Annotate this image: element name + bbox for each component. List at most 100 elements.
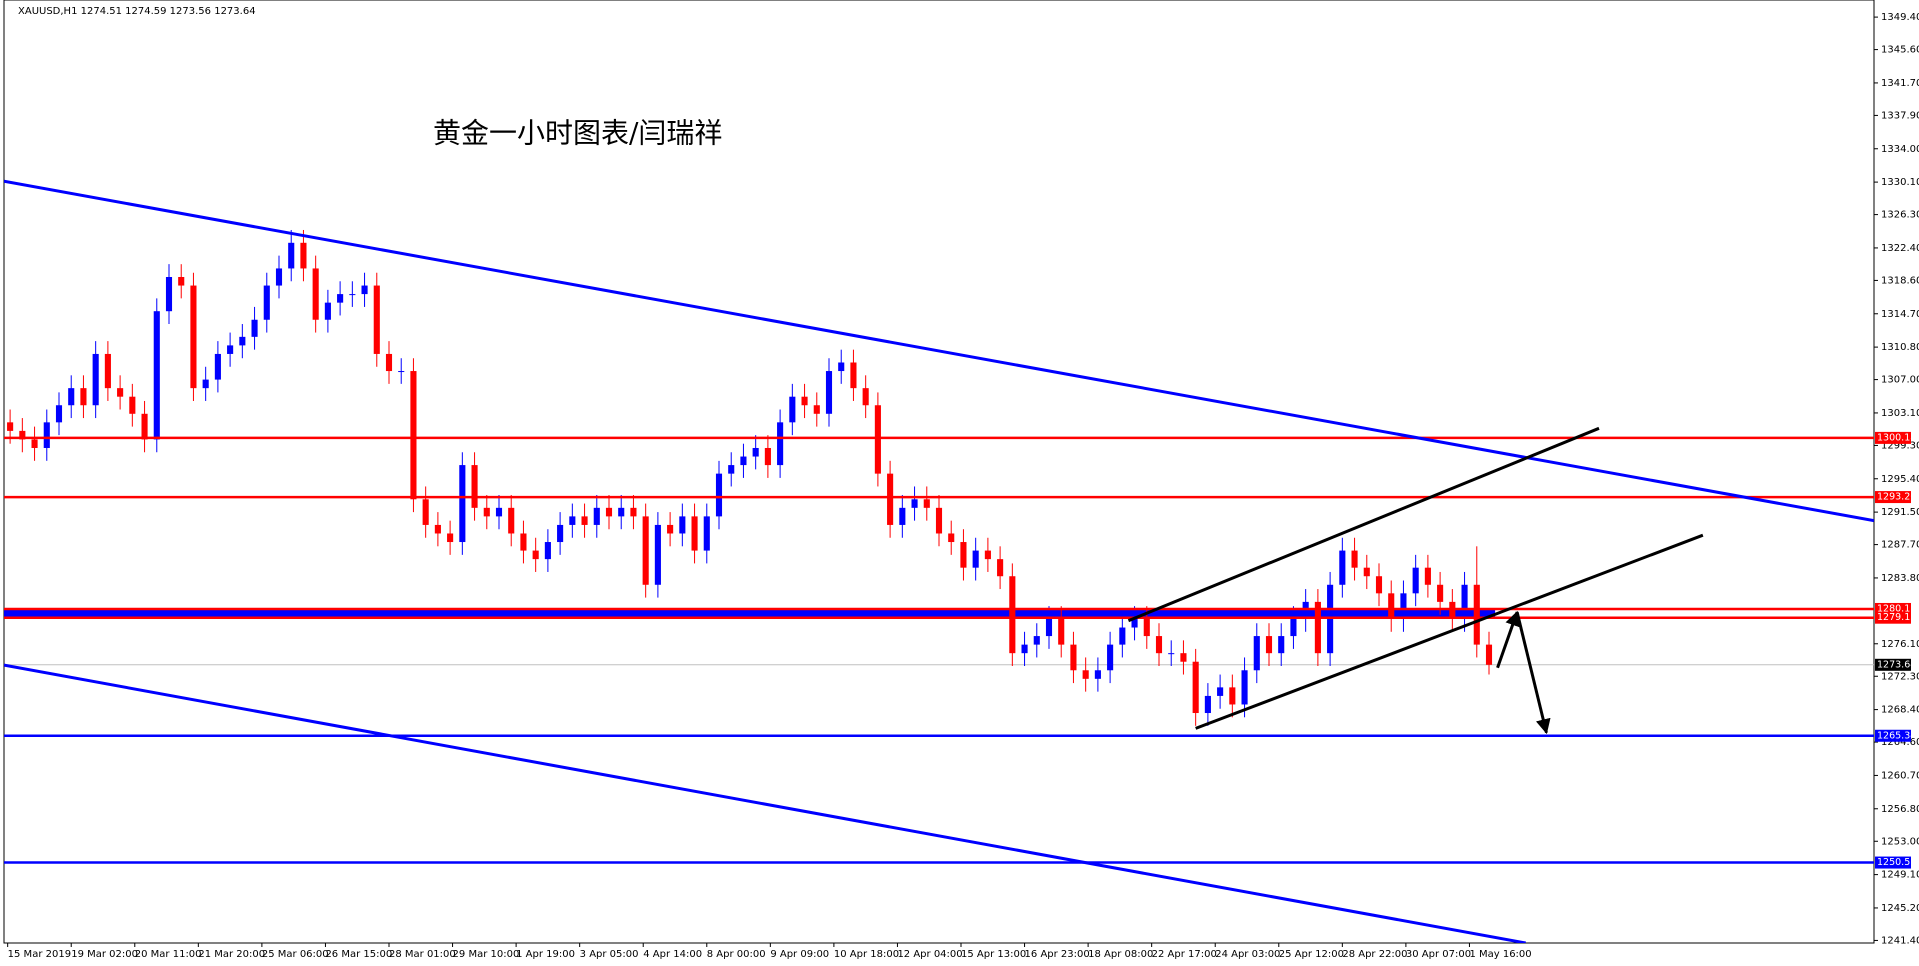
bid-label-bg	[1875, 658, 1911, 671]
candle-body	[923, 499, 930, 508]
candle-body	[1082, 670, 1089, 679]
y-tick-label: 1314.70	[1881, 309, 1919, 320]
candle-body	[1009, 576, 1016, 654]
candle-body	[92, 353, 99, 406]
candle-body	[801, 396, 808, 406]
candle-body	[300, 242, 307, 269]
candle-body	[1241, 670, 1248, 705]
trendline	[1127, 426, 1600, 623]
candle-body	[1217, 687, 1224, 696]
candle-body	[752, 447, 759, 457]
y-tick-label: 1241.40	[1881, 935, 1919, 946]
candle-body	[1473, 584, 1480, 645]
x-tick-label: 20 Mar 11:00	[135, 949, 202, 960]
candle-body	[1437, 584, 1444, 602]
symbol-info: XAUUSD,H1 1274.51 1274.59 1273.56 1273.6…	[18, 6, 256, 17]
candle-body	[532, 550, 539, 560]
candle-body	[1058, 618, 1065, 645]
candle-body	[1107, 644, 1114, 671]
candle-body	[911, 499, 918, 508]
candle-body	[777, 422, 784, 466]
y-tick-label: 1283.80	[1881, 573, 1919, 584]
candle-body	[104, 353, 111, 389]
y-tick-label: 1287.70	[1881, 540, 1919, 551]
candle-body	[117, 388, 124, 397]
candle-body	[1265, 636, 1273, 654]
zone	[4, 608, 1496, 618]
x-tick-label: 19 Mar 02:00	[71, 949, 138, 960]
candle-body	[43, 422, 50, 448]
candle-body	[361, 285, 368, 295]
candle-body	[1229, 687, 1236, 705]
y-tick-label: 1341.70	[1881, 78, 1919, 89]
candle-body	[312, 268, 319, 320]
candle-body	[887, 473, 894, 525]
candle-body	[398, 371, 405, 373]
candle-body	[1339, 550, 1346, 585]
candle-body	[1363, 567, 1370, 577]
candle-body	[1070, 644, 1077, 671]
candle-body	[520, 533, 527, 551]
candle-body	[165, 277, 173, 312]
trendline	[4, 663, 1526, 943]
candle-body	[410, 371, 417, 500]
candle-body	[1424, 567, 1431, 585]
y-tick-label: 1326.30	[1881, 210, 1919, 221]
candle-body	[1033, 636, 1040, 645]
y-tick-label: 1295.40	[1881, 474, 1919, 485]
y-tick-label: 1253.00	[1881, 836, 1919, 847]
candle-body	[7, 422, 14, 431]
candle-body	[1253, 636, 1260, 671]
x-tick-label: 25 Apr 12:00	[1279, 949, 1344, 960]
y-tick-label: 1322.40	[1881, 243, 1919, 254]
candle-body	[569, 516, 576, 525]
candle-body	[1155, 636, 1163, 654]
candle-body	[679, 516, 686, 534]
candle-body	[667, 524, 674, 534]
candle-body	[813, 405, 820, 414]
candle-body	[581, 516, 588, 525]
level-label: 1265.34	[1877, 730, 1916, 741]
candle-body	[1314, 601, 1321, 654]
candle-body	[764, 447, 771, 466]
candle-body	[19, 430, 26, 440]
candle-body	[202, 379, 209, 389]
candle-body	[1351, 550, 1358, 568]
chart-title: 黄金一小时图表/闫瑞祥	[433, 117, 722, 150]
level-label: 1280.17	[1877, 603, 1916, 614]
x-tick-label: 26 Mar 15:00	[325, 949, 392, 960]
candle-body	[1168, 653, 1175, 655]
candle-body	[789, 396, 796, 423]
candle-body	[1449, 601, 1456, 619]
x-tick-label: 28 Apr 22:00	[1342, 949, 1407, 960]
candle-body	[275, 268, 283, 286]
bid-label: 1273.64	[1877, 659, 1916, 670]
candle-body	[422, 499, 429, 525]
candle-body	[1412, 567, 1419, 594]
candle-body	[495, 507, 503, 517]
candle-body	[214, 353, 221, 380]
candle-body	[1143, 618, 1150, 637]
candle-body	[715, 473, 723, 517]
y-tick-label: 1268.40	[1881, 705, 1919, 716]
candle-body	[984, 550, 991, 560]
y-tick-label: 1330.10	[1881, 177, 1919, 188]
y-tick-label: 1334.00	[1881, 144, 1919, 155]
y-tick-label: 1299.30	[1881, 440, 1919, 451]
candle-body	[153, 311, 160, 440]
candle-body	[1290, 618, 1297, 637]
y-tick-label: 1272.30	[1881, 671, 1919, 682]
y-tick-label: 1307.00	[1881, 375, 1919, 386]
y-tick-label: 1291.50	[1881, 507, 1919, 518]
candle-body	[654, 524, 661, 585]
level-label-bg	[1875, 431, 1911, 444]
candle-body	[373, 285, 380, 354]
level-label-bg	[1875, 856, 1911, 869]
level-label: 1250.51	[1877, 857, 1916, 868]
candle-body	[68, 388, 75, 406]
candle-body	[1327, 584, 1334, 654]
candle-body	[642, 516, 649, 585]
candle-body	[129, 396, 136, 414]
